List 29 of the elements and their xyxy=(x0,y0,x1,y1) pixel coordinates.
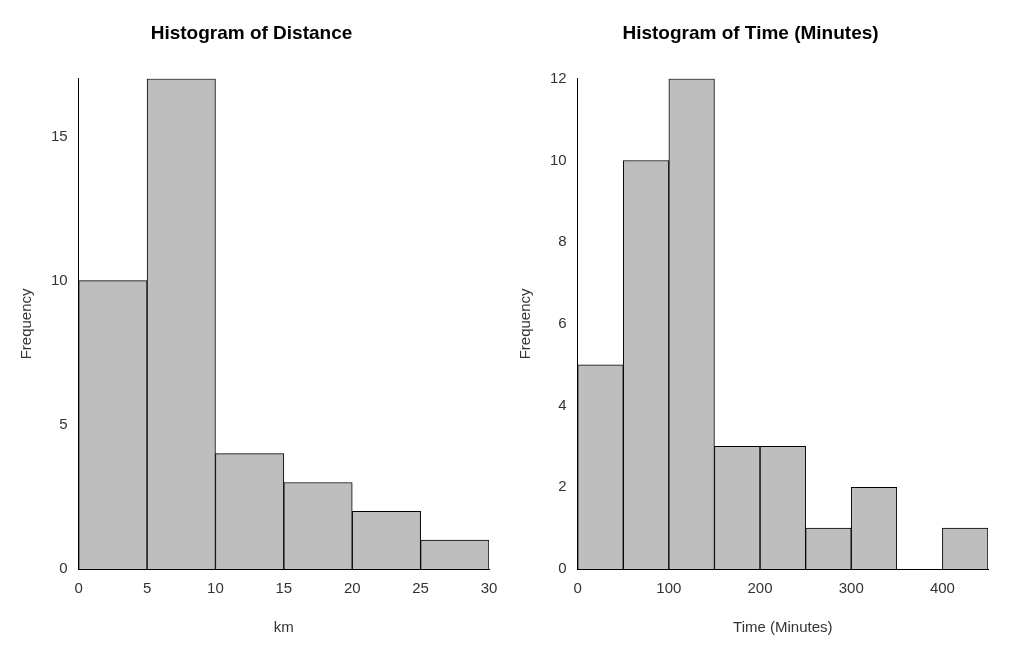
x-tick-label: 25 xyxy=(412,579,429,597)
y-tick-label: 12 xyxy=(550,68,567,86)
x-axis-title: km xyxy=(273,618,294,636)
y-tick-label: 10 xyxy=(550,150,567,168)
x-tick-label: 0 xyxy=(573,579,582,597)
y-tick-label: 6 xyxy=(558,314,567,332)
x-tick-label: 0 xyxy=(74,579,83,597)
y-tick-label: 0 xyxy=(558,559,567,577)
y-axis-title: Frequency xyxy=(516,287,534,360)
y-tick-label: 15 xyxy=(51,126,68,144)
x-tick-label: 20 xyxy=(343,579,361,597)
x-tick-label: 400 xyxy=(929,579,955,597)
x-tick-label: 5 xyxy=(142,579,152,597)
x-tick-label: 300 xyxy=(838,579,864,597)
x-tick-label: 15 xyxy=(275,579,293,597)
x-tick-label: 200 xyxy=(747,579,773,597)
x-tick-label: 30 xyxy=(480,579,498,597)
chart-title: Histogram of Distance xyxy=(150,21,353,43)
y-tick-label: 10 xyxy=(51,270,68,288)
x-axis-title: Time (Minutes) xyxy=(733,618,833,636)
y-tick-label: 2 xyxy=(558,477,567,495)
y-axis-title: Frequency xyxy=(17,287,35,360)
y-tick-label: 4 xyxy=(558,395,567,413)
x-tick-label: 10 xyxy=(207,579,224,597)
y-tick-label: 0 xyxy=(59,559,68,577)
y-tick-label: 5 xyxy=(59,414,68,432)
chart-title: Histogram of Time (Minutes) xyxy=(622,21,879,43)
x-tick-label: 100 xyxy=(656,579,682,597)
y-tick-label: 8 xyxy=(558,232,567,250)
